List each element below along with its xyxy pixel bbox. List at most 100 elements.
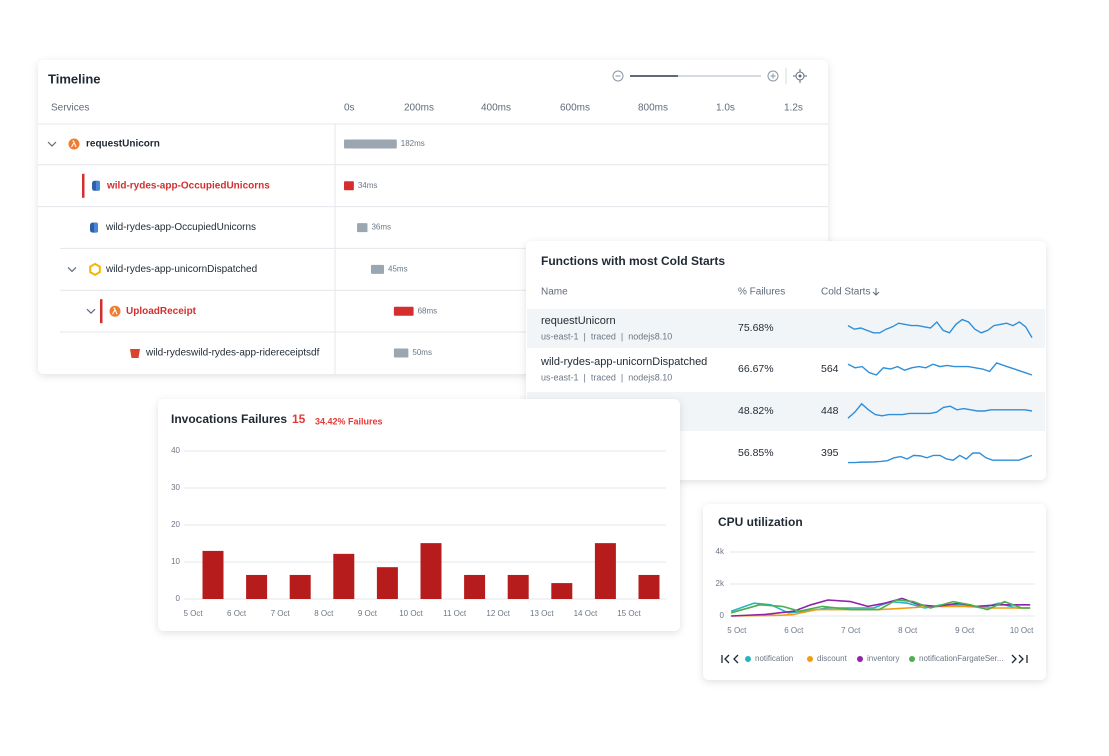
legend-next[interactable]	[1011, 654, 1028, 664]
x-tick-label: 6 Oct	[227, 609, 247, 618]
failure-rate: 34.42% Failures	[315, 416, 383, 426]
bar	[246, 574, 268, 599]
zoom-control[interactable]	[612, 68, 807, 84]
card-title: CPU utilization	[718, 515, 803, 529]
sparkline	[848, 452, 1033, 464]
y-tick-label: 4k	[716, 547, 725, 556]
sparkline	[847, 318, 1033, 338]
span-duration: 50ms	[412, 348, 432, 357]
x-tick-label: 6 Oct	[784, 626, 804, 635]
function-name[interactable]: wild-rydes-app-unicornDispatched	[540, 356, 707, 368]
card-title: Invocations Failures	[171, 412, 287, 426]
column-header: Name	[541, 287, 568, 298]
error-indicator	[82, 173, 85, 198]
failure-percent: 48.82%	[738, 405, 774, 417]
failure-percent: 66.67%	[738, 363, 774, 375]
service-name[interactable]: UploadReceipt	[126, 306, 197, 317]
bar	[507, 574, 529, 599]
row-background	[527, 309, 1045, 348]
y-tick-label: 2k	[716, 579, 725, 588]
legend-prev[interactable]	[721, 654, 739, 664]
function-name[interactable]: requestUnicorn	[541, 315, 616, 327]
bar	[289, 574, 311, 599]
x-tick-label: 7 Oct	[271, 609, 291, 618]
legend-label[interactable]: notification	[755, 654, 793, 663]
legend-label[interactable]: discount	[817, 654, 848, 663]
sort-icon[interactable]	[872, 288, 880, 296]
series-line	[730, 599, 1031, 614]
bar	[202, 550, 224, 599]
x-tick-label: 7 Oct	[841, 626, 861, 635]
span-bar	[357, 223, 368, 233]
sparkline	[847, 362, 1033, 376]
lambda-icon	[109, 305, 121, 317]
x-tick-label: 5 Oct	[183, 609, 203, 618]
x-tick-label: 5 Oct	[727, 626, 747, 635]
sparkline	[847, 402, 1033, 419]
expand-toggle[interactable]	[67, 266, 77, 273]
legend-swatch	[857, 656, 863, 662]
bar	[376, 567, 398, 599]
span-duration: 34ms	[358, 181, 378, 190]
zoom-in[interactable]	[767, 70, 779, 82]
icon	[770, 73, 776, 79]
service-name[interactable]: wild-rydes-app-OccupiedUnicorns	[105, 222, 256, 233]
card	[703, 504, 1046, 680]
card-title: Functions with most Cold Starts	[541, 254, 725, 268]
failure-count: 15	[292, 412, 306, 426]
legend-label[interactable]: notificationFargateSer...	[919, 654, 1004, 663]
card-title: Timeline	[48, 71, 101, 86]
bar	[638, 574, 660, 599]
span-duration: 36ms	[371, 223, 391, 232]
span-bar	[393, 306, 414, 316]
time-tick: 600ms	[560, 103, 590, 114]
x-tick-label: 14 Oct	[574, 609, 598, 618]
function-details: us-east-1 | traced | nodejs8.10	[541, 331, 672, 341]
failure-percent: 56.85%	[738, 447, 774, 459]
expand-toggle[interactable]	[86, 308, 96, 315]
y-tick-label: 10	[171, 557, 180, 566]
icon	[71, 140, 77, 148]
icon	[793, 69, 807, 83]
y-tick-label: 40	[171, 446, 180, 455]
column-header: Cold Starts	[821, 287, 870, 298]
x-tick-label: 8 Oct	[314, 609, 334, 618]
cpu-card: CPU utilization 0 2k 4k 5 Oct 6 Oct 7 Oct 8 Oc…	[703, 504, 1046, 680]
expand-toggle[interactable]	[47, 141, 57, 147]
x-tick-label: 11 Oct	[443, 609, 467, 618]
x-tick-label: 9 Oct	[955, 626, 975, 635]
zoom-out[interactable]	[612, 70, 624, 82]
span-bar	[393, 348, 409, 358]
failure-percent: 75.68%	[738, 322, 774, 334]
y-tick-label: 0	[720, 611, 725, 620]
legend-swatch	[909, 656, 915, 662]
icon	[798, 74, 802, 78]
bar	[333, 553, 355, 599]
error-indicator	[100, 299, 103, 324]
x-tick-label: 10 Oct	[1010, 626, 1034, 635]
service-name[interactable]: wild-rydes-app-unicornDispatched	[105, 264, 257, 275]
bar	[420, 543, 442, 599]
lambda-icon	[68, 138, 80, 150]
column-header: % Failures	[738, 287, 785, 298]
x-tick-label: 10 Oct	[399, 609, 423, 618]
icon	[96, 180, 100, 191]
bar	[464, 574, 486, 599]
legend-swatch	[745, 656, 751, 662]
bar	[594, 543, 616, 599]
icon	[112, 307, 118, 315]
service-name[interactable]: wild-rydeswild-rydes-app-ridereceiptsdf	[145, 348, 320, 359]
service-name[interactable]: wild-rydes-app-OccupiedUnicorns	[106, 180, 270, 191]
y-tick-label: 0	[176, 594, 181, 603]
legend-label[interactable]: inventory	[867, 654, 899, 663]
icon	[94, 222, 98, 233]
time-tick: 1.2s	[784, 103, 803, 114]
x-tick-label: 12 Oct	[486, 609, 510, 618]
function-details: us-east-1 | traced | nodejs8.10	[541, 372, 672, 382]
span-bar	[344, 139, 397, 149]
s3-icon	[130, 349, 140, 358]
y-tick-label: 20	[171, 520, 180, 529]
x-tick-label: 15 Oct	[617, 609, 641, 618]
service-name[interactable]: requestUnicorn	[86, 139, 160, 150]
failures-card: Invocations Failures 15 34.42% Failures …	[158, 399, 680, 631]
